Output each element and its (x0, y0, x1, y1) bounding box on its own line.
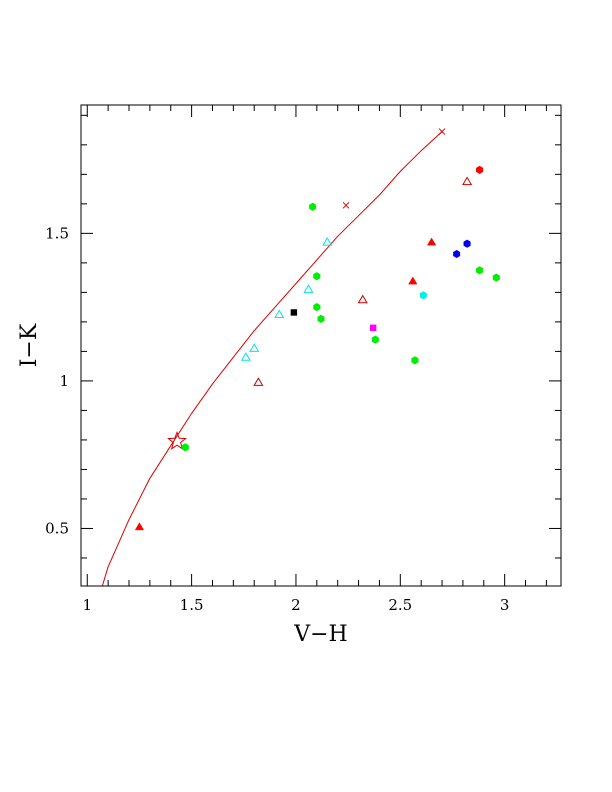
data-point-triangle-open (462, 176, 473, 186)
data-point-hexagon (309, 202, 317, 211)
data-point-hexagon (476, 165, 484, 174)
y-tick-label: 1.5 (45, 224, 69, 242)
y-tick-label: 1 (59, 372, 69, 390)
data-point-hexagon (453, 249, 461, 259)
x-tick-label: 1.5 (180, 596, 204, 614)
data-point-hexagon (492, 273, 500, 282)
data-point-triangle-filled (134, 522, 145, 531)
data-point-triangle-filled (408, 276, 418, 285)
y-tick-label: 0.5 (45, 519, 69, 537)
x-tick-label: 1 (82, 596, 92, 614)
data-point-hexagon (411, 356, 419, 365)
data-point-hexagon (313, 272, 321, 281)
axis-ticks (81, 105, 561, 586)
data-point-triangle-filled (426, 237, 437, 246)
data-point-triangle-open (240, 352, 251, 361)
data-points-layer (134, 128, 500, 531)
data-point-square (369, 324, 377, 331)
curve-cross-marker (438, 128, 446, 135)
data-point-square (290, 309, 298, 316)
reference-curve-layer (101, 131, 443, 586)
star-marker (167, 430, 187, 450)
x-tick-label: 2.5 (388, 596, 412, 614)
data-point-hexagon (463, 239, 471, 248)
x-tick-label: 2 (291, 596, 301, 614)
data-point-hexagon (317, 314, 325, 323)
data-point-triangle-open (249, 343, 260, 352)
plot-frame (80, 104, 562, 587)
reference-curve (101, 131, 443, 586)
curve-cross-marker (342, 201, 350, 209)
x-tick-label: 3 (500, 596, 510, 614)
data-point-triangle-open (274, 309, 285, 318)
data-point-hexagon (371, 335, 379, 344)
data-point-triangle-open (357, 294, 368, 304)
data-point-hexagon (313, 303, 321, 312)
x-axis-label: V−H (293, 622, 348, 647)
data-point-hexagon (419, 291, 427, 300)
data-point-triangle-open (303, 284, 314, 293)
y-axis-label: I−K (17, 323, 42, 367)
data-point-triangle-open (322, 237, 333, 246)
data-point-hexagon (476, 266, 484, 275)
data-point-hexagon (181, 443, 189, 452)
data-point-triangle-open (253, 377, 264, 386)
tick-labels: 1 1.5 2 2.5 3 0.5 1 1.5 (45, 224, 509, 614)
